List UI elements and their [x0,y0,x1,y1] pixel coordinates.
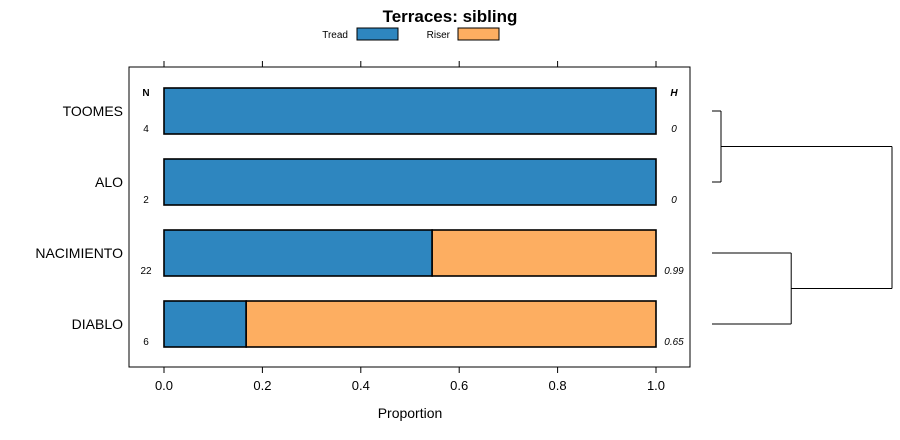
legend: Tread Riser [322,27,500,41]
h-value: 0 [671,195,677,206]
category-label: ALO [95,174,123,190]
x-tick-label: 0.0 [155,378,173,393]
bars: TOOMES ALO NACIMIENTO DIABLO [35,87,657,348]
x-tick-label: 0.8 [549,378,567,393]
legend-label-riser: Riser [427,30,451,41]
x-tick-label: 0.6 [450,378,468,393]
category-label: TOOMES [63,103,123,119]
h-value: 0.99 [664,266,684,277]
n-value: 22 [140,266,152,277]
x-tick-label: 0.4 [352,378,370,393]
dendrogram [712,110,893,325]
category-label: NACIMIENTO [35,245,123,261]
x-tick-label: 0.2 [253,378,271,393]
plot-frame [128,66,691,368]
bar-riser-diablo [245,300,657,348]
n-value: 2 [143,195,149,206]
n-header: N [142,88,149,99]
axis-ticks: 0.0 0.2 0.4 0.6 0.8 1.0 [155,61,665,393]
n-value: 4 [143,124,149,135]
x-axis-label: Proportion [378,405,443,421]
annotations: N H 4 0 2 0 22 0.99 6 0.65 [140,88,684,348]
bar-tread-alo [163,158,657,206]
legend-swatch-riser [457,27,500,41]
h-value: 0.65 [664,337,684,348]
x-tick-label: 1.0 [647,378,665,393]
h-value: 0 [671,124,677,135]
category-label: DIABLO [72,316,123,332]
legend-swatch-tread [356,27,399,41]
legend-label-tread: Tread [322,30,348,41]
chart-title: Terraces: sibling [383,7,518,26]
n-value: 6 [143,337,149,348]
bar-riser-nacimiento [431,229,657,277]
bar-tread-toomes [163,87,657,135]
bar-tread-nacimiento [163,229,433,277]
bar-tread-diablo [163,300,247,348]
h-header: H [670,88,678,99]
